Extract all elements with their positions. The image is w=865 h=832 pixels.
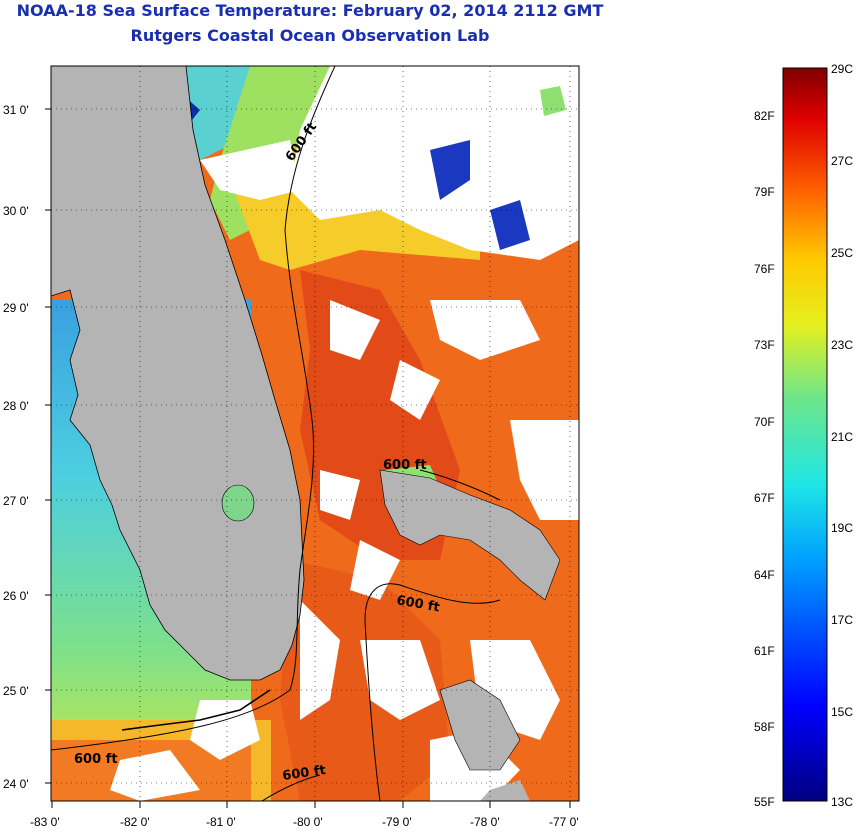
map-subtitle: Rutgers Coastal Ocean Observation Lab: [130, 26, 490, 45]
contour-label: 600 ft: [383, 458, 427, 473]
celsius-label: 27C: [831, 154, 853, 168]
celsius-label: 19C: [831, 521, 853, 535]
lon-label: -81 0': [206, 815, 236, 829]
fahrenheit-label: 76F: [754, 262, 775, 276]
florida-keys: [121, 689, 271, 731]
contour-label: 600 ft: [74, 752, 118, 767]
lake-okeechobee: [221, 484, 255, 522]
lat-label: 27 0': [3, 494, 29, 508]
graticule: [51, 66, 579, 801]
celsius-label: 23C: [831, 338, 853, 352]
lat-label: 29 0': [3, 301, 29, 315]
fahrenheit-label: 61F: [754, 644, 775, 658]
fahrenheit-label: 70F: [754, 415, 775, 429]
fahrenheit-label: 58F: [754, 720, 775, 734]
bahamas-land: [379, 469, 561, 601]
lat-label: 30 0': [3, 204, 29, 218]
fahrenheit-label: 82F: [754, 109, 775, 123]
fahrenheit-label: 64F: [754, 568, 775, 582]
lat-label: 25 0': [3, 684, 29, 698]
map-imagery: [51, 66, 579, 801]
celsius-label: 17C: [831, 613, 853, 627]
celsius-label: 21C: [831, 430, 853, 444]
contour-label: 600 ft: [281, 763, 326, 784]
lon-label: -79 0': [382, 815, 412, 829]
lat-label: 24 0': [3, 777, 29, 791]
lon-label: -77 0': [549, 815, 579, 829]
celsius-label: 15C: [831, 705, 853, 719]
lon-label: -83 0': [30, 815, 60, 829]
florida-land: [51, 66, 305, 681]
contour-600ft-west: [51, 66, 336, 751]
lon-label: -80 0': [293, 815, 323, 829]
celsius-label: 13C: [831, 795, 853, 809]
celsius-label: 25C: [831, 246, 853, 260]
lon-label: -82 0': [120, 815, 150, 829]
fahrenheit-label: 73F: [754, 338, 775, 352]
celsius-label: 29C: [831, 62, 853, 76]
lat-label: 26 0': [3, 589, 29, 603]
lon-label: -78 0': [470, 815, 500, 829]
lat-label: 31 0': [3, 103, 29, 117]
fahrenheit-label: 79F: [754, 185, 775, 199]
color-scale-bar: [782, 67, 828, 802]
fahrenheit-label: 55F: [754, 795, 775, 809]
contour-600ft-east: [364, 583, 501, 801]
fahrenheit-label: 67F: [754, 491, 775, 505]
map-title: NOAA-18 Sea Surface Temperature: Februar…: [16, 1, 604, 20]
lat-label: 28 0': [3, 399, 29, 413]
contour-label: 600 ft: [395, 593, 440, 615]
andros-land: [439, 679, 521, 771]
